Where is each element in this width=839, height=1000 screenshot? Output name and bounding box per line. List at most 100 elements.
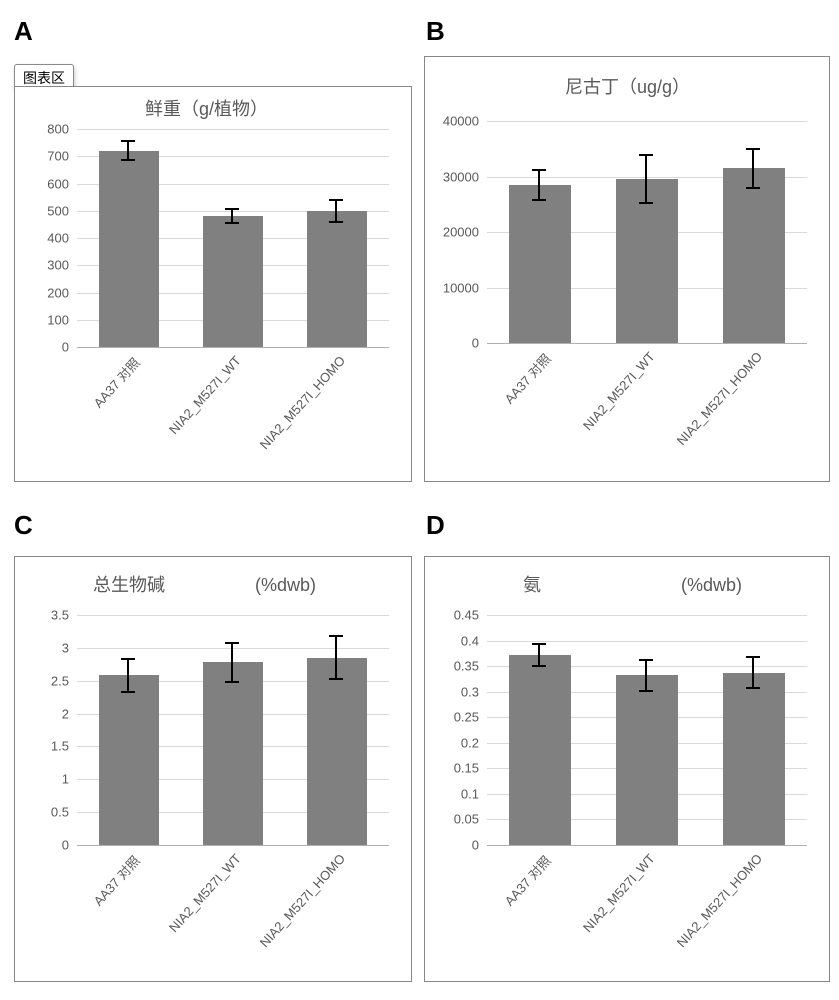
y-tick-label: 0.25 [454, 710, 479, 725]
error-cap [329, 678, 343, 680]
error-cap [225, 681, 239, 683]
error-cap [639, 690, 653, 692]
x-tick-label: AA37 对照 [499, 349, 554, 407]
plot-area-b: 010000200003000040000 [487, 121, 807, 343]
y-tick-label: 0 [472, 838, 479, 853]
x-tick-label: NIA2_M527I_WT [166, 851, 244, 935]
error-bar [127, 141, 129, 160]
error-cap [639, 154, 653, 156]
bar [203, 662, 263, 845]
error-cap [121, 159, 135, 161]
x-tick-label: NIA2_M527I_HOMO [257, 353, 348, 452]
y-tick-label: 800 [47, 122, 69, 137]
y-tick-label: 3 [62, 640, 69, 655]
y-tick-label: 0.45 [454, 608, 479, 623]
y-tick-label: 0 [62, 340, 69, 355]
chart-title-part: (%dwb) [255, 575, 316, 595]
gridline [77, 347, 389, 348]
bar [723, 168, 785, 343]
bar [723, 673, 785, 845]
bars-group [77, 615, 389, 845]
gridline [77, 845, 389, 846]
chart-title-b: 尼古丁（ug/g） [565, 73, 690, 99]
x-tick-label: AA37 对照 [88, 851, 143, 909]
chart-title-part: 总生物碱 [93, 575, 165, 595]
bar [203, 216, 263, 347]
bars-group [487, 121, 807, 343]
error-cap [225, 208, 239, 210]
panel-a: 鲜重（g/植物） 0100200300400500600700800 AA37 … [14, 86, 412, 482]
y-tick-label: 500 [47, 203, 69, 218]
error-bar [645, 155, 647, 203]
chart-title-c: 总生物碱 (%dwb) [93, 571, 316, 597]
chart-title-part: (%dwb) [681, 575, 742, 595]
y-tick-label: 700 [47, 149, 69, 164]
panel-label-b: B [426, 16, 445, 47]
error-bar [127, 659, 129, 692]
bar [307, 211, 367, 347]
panel-c: 总生物碱 (%dwb) 00.511.522.533.5 AA37 对照 NIA2_… [14, 556, 412, 982]
error-bar [538, 644, 540, 666]
bars-group [77, 129, 389, 347]
y-tick-label: 1 [62, 772, 69, 787]
y-tick-label: 0.5 [51, 805, 69, 820]
bar [509, 655, 571, 845]
error-cap [746, 148, 760, 150]
y-tick-label: 0.05 [454, 812, 479, 827]
error-bar [538, 170, 540, 200]
error-cap [225, 642, 239, 644]
x-tick-label: AA37 对照 [88, 353, 143, 411]
error-cap [532, 665, 546, 667]
plot-area-a: 0100200300400500600700800 [77, 129, 389, 347]
y-tick-label: 0.4 [461, 633, 479, 648]
error-cap [532, 199, 546, 201]
x-tick-label: NIA2_M527I_HOMO [673, 851, 764, 950]
error-cap [532, 643, 546, 645]
bar [509, 185, 571, 343]
error-bar [231, 209, 233, 223]
error-cap [639, 659, 653, 661]
y-tick-label: 200 [47, 285, 69, 300]
error-bar [335, 200, 337, 222]
plot-area-c: 00.511.522.533.5 [77, 615, 389, 845]
y-tick-label: 300 [47, 258, 69, 273]
y-tick-label: 0 [472, 336, 479, 351]
gridline [487, 343, 807, 344]
y-tick-label: 0.35 [454, 659, 479, 674]
error-bar [231, 643, 233, 682]
x-tick-label: NIA2_M527I_HOMO [257, 851, 348, 950]
panel-label-a: A [14, 16, 33, 47]
error-bar [335, 636, 337, 679]
panel-d: 氨 (%dwb) 00.050.10.150.20.250.30.350.40.4… [424, 556, 830, 982]
panel-label-c: C [14, 510, 33, 541]
y-tick-label: 0.15 [454, 761, 479, 776]
bar [307, 658, 367, 845]
error-cap [329, 199, 343, 201]
x-tick-label: NIA2_M527I_WT [166, 353, 244, 437]
error-bar [645, 660, 647, 691]
y-tick-label: 600 [47, 176, 69, 191]
error-bar [752, 657, 754, 688]
plot-area-d: 00.050.10.150.20.250.30.350.40.45 [487, 615, 807, 845]
error-cap [746, 187, 760, 189]
error-cap [329, 635, 343, 637]
error-cap [746, 656, 760, 658]
y-tick-label: 2.5 [51, 673, 69, 688]
y-tick-label: 100 [47, 312, 69, 327]
panel-label-d: D [426, 510, 445, 541]
error-cap [225, 222, 239, 224]
y-tick-label: 1.5 [51, 739, 69, 754]
figure-root: A B C D 图表区 鲜重（g/植物） 0100200300400500600… [0, 0, 839, 1000]
x-tick-label: NIA2_M527I_WT [580, 851, 658, 935]
bars-group [487, 615, 807, 845]
chart-title-part: 氨 [523, 575, 541, 595]
error-cap [639, 202, 653, 204]
y-tick-label: 0.2 [461, 735, 479, 750]
y-tick-label: 10000 [443, 280, 479, 295]
x-tick-label: NIA2_M527I_WT [580, 349, 658, 433]
bar [99, 675, 159, 845]
chart-title-d: 氨 (%dwb) [523, 571, 742, 597]
chart-title-a: 鲜重（g/植物） [145, 95, 268, 121]
y-tick-label: 2 [62, 706, 69, 721]
panel-b: 尼古丁（ug/g） 010000200003000040000 AA37 对照 N… [424, 56, 830, 482]
